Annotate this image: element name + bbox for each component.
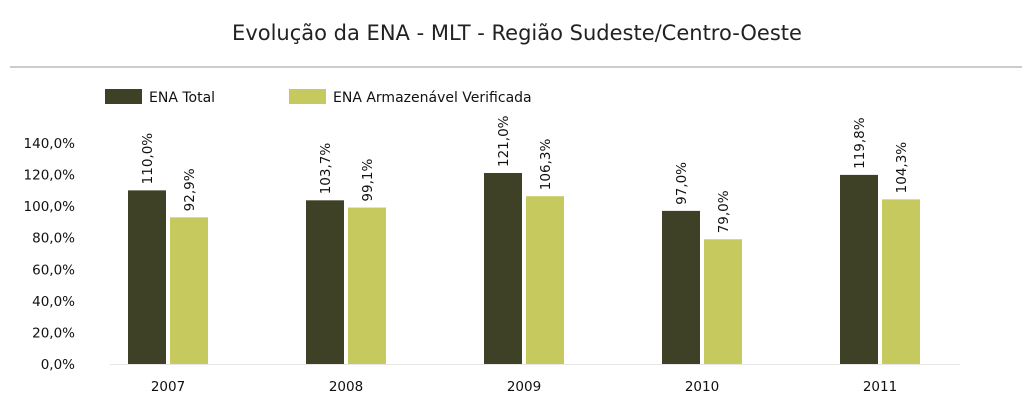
bar-ena-total-2008 xyxy=(306,200,344,364)
legend-label-ena-armazenavel: ENA Armazenável Verificada xyxy=(333,90,532,106)
bar-ena-total-2009 xyxy=(484,172,522,364)
x-tick-label: 2007 xyxy=(151,379,185,395)
legend-swatch-ena-total xyxy=(105,89,142,104)
y-tick-label: 60,0% xyxy=(32,262,75,278)
y-axis: 0,0% 20,0% 40,0% 60,0% 80,0% 100,0% 120,0% 140,… xyxy=(24,136,76,373)
data-label: 119,8% xyxy=(852,117,868,169)
data-label: 110,0% xyxy=(140,133,156,185)
data-label: 97,0% xyxy=(674,162,690,205)
data-label: 106,3% xyxy=(538,139,554,191)
y-tick-label: 100,0% xyxy=(24,199,76,215)
bar-ena-armazenavel-2011 xyxy=(882,199,920,364)
data-label: 104,3% xyxy=(894,142,910,194)
y-tick-label: 80,0% xyxy=(32,231,75,247)
data-label: 99,1% xyxy=(360,159,376,202)
data-label: 79,0% xyxy=(716,190,732,233)
legend: ENA Total ENA Armazenável Verificada xyxy=(105,89,532,106)
legend-swatch-ena-armazenavel xyxy=(289,89,326,104)
data-label: 121,0% xyxy=(496,115,512,167)
x-tick-label: 2008 xyxy=(329,379,363,395)
data-label: 103,7% xyxy=(318,143,334,195)
legend-label-ena-total: ENA Total xyxy=(149,90,215,106)
data-label: 92,9% xyxy=(182,168,198,211)
y-tick-label: 0,0% xyxy=(41,357,75,373)
x-tick-label: 2010 xyxy=(685,379,719,395)
y-tick-label: 140,0% xyxy=(24,136,76,152)
y-tick-label: 20,0% xyxy=(32,325,75,341)
bars: 110,0% 92,9% 103,7% 99,1% 121,0% 106,3% 97,0% 7… xyxy=(128,115,920,364)
bar-ena-armazenavel-2008 xyxy=(348,207,386,364)
x-tick-label: 2011 xyxy=(863,379,897,395)
x-tick-label: 2009 xyxy=(507,379,541,395)
bar-ena-armazenavel-2009 xyxy=(526,196,564,364)
bar-ena-armazenavel-2010 xyxy=(704,239,742,364)
y-tick-label: 120,0% xyxy=(24,168,76,184)
bar-ena-total-2007 xyxy=(128,190,166,364)
bar-ena-total-2010 xyxy=(662,210,700,364)
x-axis: 2007 2008 2009 2010 2011 xyxy=(110,364,960,395)
chart-title: Evolução da ENA - MLT - Região Sudeste/C… xyxy=(232,21,802,45)
bar-ena-armazenavel-2007 xyxy=(170,217,208,364)
bar-ena-total-2011 xyxy=(840,174,878,364)
y-tick-label: 40,0% xyxy=(32,294,75,310)
